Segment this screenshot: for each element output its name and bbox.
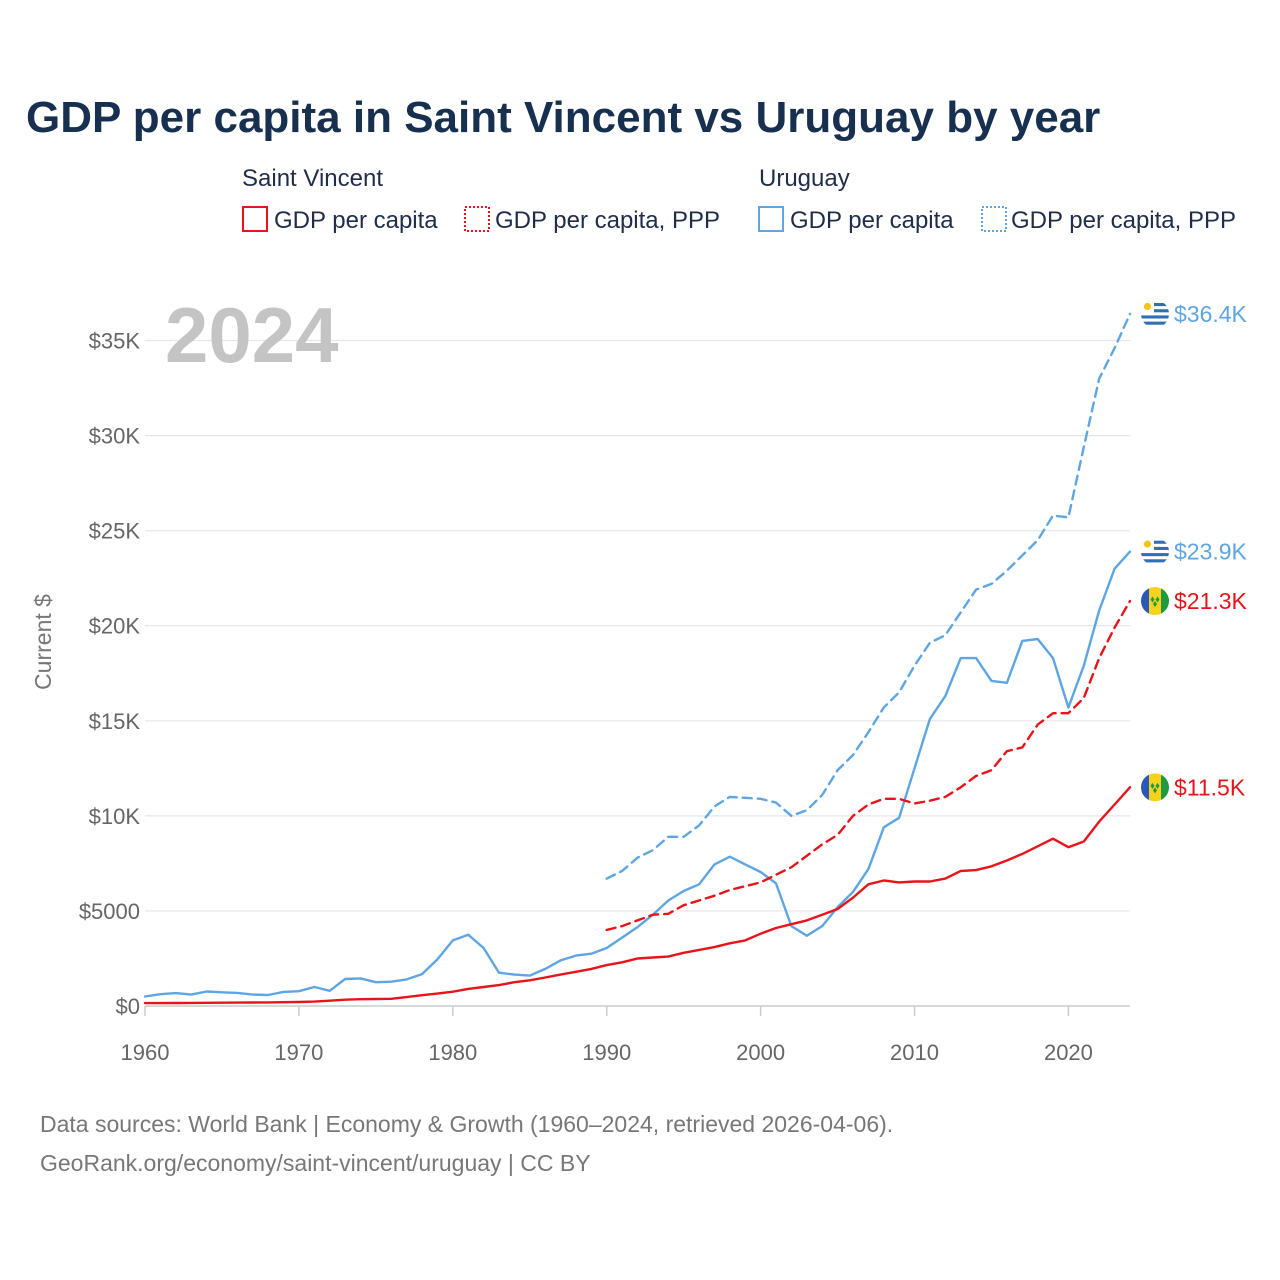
x-tick-label: 1960 [121, 1040, 170, 1065]
x-tick-label: 1990 [582, 1040, 631, 1065]
legend-swatch-uy-gdp [758, 206, 784, 232]
y-tick-label: $25K [89, 519, 141, 544]
legend-label-uy-ppp: GDP per capita, PPP [1011, 207, 1236, 234]
uruguay-flag-icon [1141, 299, 1169, 328]
legend-swatch-sv-ppp [464, 206, 490, 232]
legend-swatch-uy-ppp [981, 206, 1007, 232]
series-lines [143, 312, 1132, 1005]
y-tick-label: $30K [89, 424, 141, 449]
end-value-label: $11.5K [1174, 774, 1246, 800]
x-tick-label: 2000 [736, 1040, 785, 1065]
x-tick-label: 2010 [890, 1040, 939, 1065]
legend-label-uy-gdp: GDP per capita [790, 207, 954, 234]
y-tick-label: $20K [89, 614, 141, 639]
uruguay-flag-icon [1141, 537, 1169, 566]
end-labels: $23.9K $36.4K $11.5K $21.3K [1141, 299, 1248, 802]
year-watermark: 2024 [165, 291, 339, 379]
legend-group-saint-vincent: Saint Vincent [242, 165, 383, 192]
y-axis-ticks: $0 $5000 $10K $15K $20K $25K $30K $35K [79, 329, 141, 1019]
gridlines [145, 339, 1130, 912]
x-axis-ticks: 1960 1970 1980 1990 2000 2010 2020 [121, 1006, 1093, 1065]
y-tick-label: $35K [89, 329, 141, 354]
series-line-0 [143, 550, 1132, 998]
y-tick-label: $10K [89, 804, 141, 829]
legend-label-sv-ppp: GDP per capita, PPP [495, 207, 720, 234]
x-tick-label: 2020 [1044, 1040, 1093, 1065]
chart-title: GDP per capita in Saint Vincent vs Urugu… [26, 93, 1100, 142]
end-value-label: $36.4K [1174, 301, 1248, 327]
source-line-2: GeoRank.org/economy/saint-vincent/urugua… [40, 1150, 591, 1176]
end-value-label: $21.3K [1174, 588, 1248, 614]
series-line-3 [605, 599, 1132, 932]
y-tick-label: $5000 [79, 899, 140, 924]
saint-vincent-flag-icon [1141, 773, 1169, 802]
x-tick-label: 1970 [274, 1040, 323, 1065]
end-value-label: $23.9K [1174, 539, 1248, 565]
y-tick-label: $0 [116, 994, 140, 1019]
legend-group-uruguay: Uruguay [759, 165, 850, 192]
series-line-1 [605, 312, 1132, 880]
legend-label-sv-gdp: GDP per capita [274, 207, 438, 234]
source-line-1: Data sources: World Bank | Economy & Gro… [40, 1111, 893, 1137]
y-tick-label: $15K [89, 709, 141, 734]
series-line-2 [143, 786, 1132, 1005]
x-tick-label: 1980 [428, 1040, 477, 1065]
saint-vincent-flag-icon [1141, 587, 1169, 616]
legend: Saint Vincent GDP per capita GDP per cap… [242, 165, 1236, 234]
legend-swatch-sv-gdp [242, 206, 268, 232]
y-axis-label: Current $ [30, 594, 56, 690]
